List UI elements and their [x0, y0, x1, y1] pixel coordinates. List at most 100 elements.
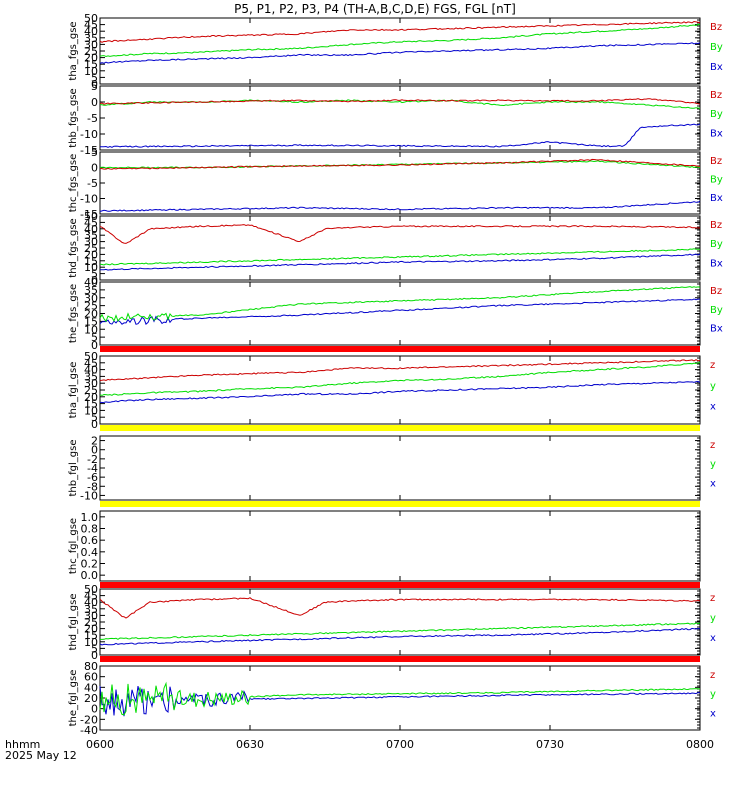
ytick-label: 30 — [84, 292, 98, 305]
ytick-label: 30 — [84, 377, 98, 390]
ytick-label: 15 — [84, 315, 98, 328]
legend-Bz: Bz — [710, 90, 722, 101]
panel-frame-6 — [99, 435, 701, 501]
ytick-label: 20 — [84, 692, 98, 705]
ytick-label: 0 — [91, 274, 98, 287]
chart-title: P5, P1, P2, P3, P4 (TH-A,B,C,D,E) FGS, F… — [234, 2, 516, 16]
legend-x: x — [710, 633, 716, 644]
legend-Bz: Bz — [710, 22, 722, 33]
legend-x: x — [710, 478, 716, 489]
ytick-label: -20 — [80, 713, 98, 726]
ytick-label: 10 — [84, 636, 98, 649]
series-y-panel-8 — [100, 622, 701, 640]
ytick-label: 60 — [84, 671, 98, 684]
ytick-label: 0.8 — [81, 523, 99, 536]
ytick-label: 2 — [91, 435, 98, 448]
series-y-panel-5 — [99, 362, 701, 396]
legend-z: z — [710, 593, 715, 604]
series-Bx-panel-4 — [99, 298, 701, 325]
ytick-label: 10 — [84, 323, 98, 336]
series-x-panel-8 — [99, 627, 701, 646]
series-z-panel-5 — [99, 359, 701, 382]
ytick-label: -4 — [87, 462, 98, 475]
panel-frame-3 — [99, 215, 701, 281]
ytick-label: 10 — [84, 65, 98, 78]
legend-By: By — [710, 109, 723, 120]
ytick-label: 30 — [84, 38, 98, 51]
ytick-label: 0 — [91, 78, 98, 91]
ytick-label: 5 — [91, 146, 98, 159]
series-By-panel-3 — [99, 248, 700, 266]
ytick-label: 0 — [91, 444, 98, 457]
ytick-label: 45 — [84, 357, 98, 370]
ytick-label: 30 — [84, 609, 98, 622]
ytick-label: -5 — [87, 177, 98, 190]
ytick-label: -5 — [87, 112, 98, 125]
ytick-label: 50 — [84, 350, 98, 363]
legend-Bz: Bz — [710, 220, 722, 231]
series-Bz-panel-2 — [99, 158, 701, 170]
ytick-label: 50 — [84, 583, 98, 596]
ytick-label: 5 — [91, 268, 98, 281]
ytick-label: 20 — [84, 623, 98, 636]
panel-ylabel: thc_fgs_gse — [68, 154, 79, 213]
ytick-label: 10 — [84, 261, 98, 274]
series-z-panel-8 — [99, 597, 701, 619]
xtick-label: 0700 — [386, 738, 414, 751]
series-Bz-panel-3 — [99, 224, 701, 244]
ytick-label: 45 — [84, 19, 98, 32]
series-Bx-panel-3 — [100, 253, 701, 271]
ytick-label: 0.6 — [81, 534, 99, 547]
time-label: hhmm — [5, 738, 41, 751]
legend-z: z — [710, 440, 715, 451]
ytick-label: 25 — [84, 45, 98, 58]
ytick-label: 50 — [84, 12, 98, 25]
ytick-label: 5 — [91, 411, 98, 424]
ytick-label: 5 — [91, 80, 98, 93]
legend-Bz: Bz — [710, 156, 722, 167]
separator-bar-2 — [100, 501, 700, 507]
ytick-label: 30 — [84, 236, 98, 249]
ytick-label: 1.0 — [81, 511, 99, 524]
legend-x: x — [710, 708, 716, 719]
separator-bar-3 — [100, 582, 700, 588]
legend-y: y — [710, 689, 716, 700]
ytick-label: 0 — [91, 339, 98, 352]
legend-y: y — [710, 459, 716, 470]
series-y-panel-9 — [99, 681, 701, 716]
panel-ylabel: thd_fgs_gse — [68, 218, 79, 277]
ytick-label: 25 — [84, 300, 98, 313]
ytick-label: 40 — [84, 596, 98, 609]
legend-By: By — [710, 305, 723, 316]
series-By-panel-1 — [99, 99, 701, 109]
ytick-label: 40 — [84, 364, 98, 377]
series-Bx-panel-2 — [99, 200, 701, 212]
date-label: 2025 May 12 — [5, 749, 77, 762]
ytick-label: 0 — [91, 649, 98, 662]
ytick-label: 0 — [91, 703, 98, 716]
ytick-label: 35 — [84, 603, 98, 616]
ytick-label: 15 — [84, 629, 98, 642]
ytick-label: 25 — [84, 242, 98, 255]
panel-frame-9 — [99, 665, 701, 731]
ytick-label: 40 — [84, 276, 98, 289]
separator-bar-1 — [100, 425, 700, 431]
separator-bar-0 — [100, 346, 700, 352]
ytick-label: 25 — [84, 384, 98, 397]
legend-z: z — [710, 360, 715, 371]
ytick-label: 20 — [84, 308, 98, 321]
panel-ylabel: thc_fgl_gse — [68, 518, 79, 574]
series-Bz-panel-0 — [99, 20, 701, 43]
ytick-label: -6 — [87, 471, 98, 484]
ytick-label: -2 — [87, 453, 98, 466]
ytick-label: -10 — [80, 128, 98, 141]
series-x-panel-9 — [99, 685, 701, 717]
ytick-label: -8 — [87, 480, 98, 493]
panel-frame-5 — [99, 355, 701, 425]
ytick-label: 20 — [84, 52, 98, 65]
ytick-label: 35 — [84, 284, 98, 297]
legend-By: By — [710, 42, 723, 53]
legend-Bx: Bx — [710, 258, 723, 269]
legend-By: By — [710, 174, 723, 185]
